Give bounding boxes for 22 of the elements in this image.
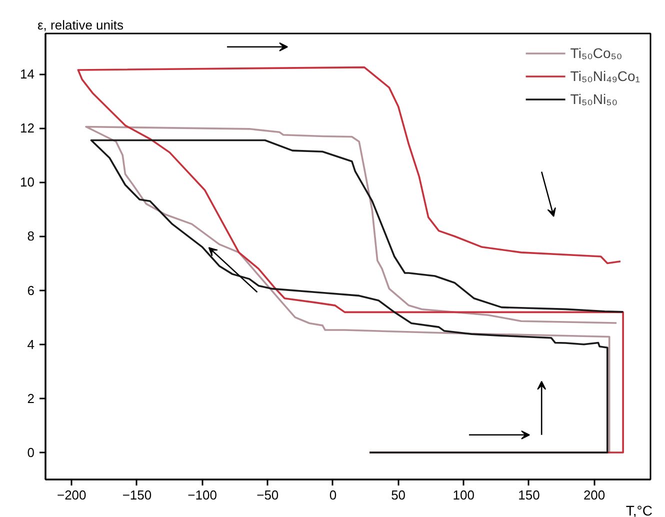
y-tick-label: 12 bbox=[20, 120, 35, 136]
y-tick-label: 10 bbox=[20, 174, 35, 190]
x-tick-label: −100 bbox=[188, 488, 217, 502]
x-tick-label: −150 bbox=[122, 488, 152, 502]
x-tick-label: 150 bbox=[518, 488, 540, 502]
x-tick-label: 0 bbox=[329, 488, 337, 502]
y-tick-label: 8 bbox=[27, 228, 35, 244]
x-tick-label: −200 bbox=[56, 488, 86, 502]
x-tick-label: −50 bbox=[256, 488, 279, 502]
y-axis-title: ε, relative units bbox=[38, 18, 124, 32]
y-tick-label: 6 bbox=[27, 282, 35, 298]
y-tick-label: 14 bbox=[20, 66, 35, 82]
legend-label: Ti₅₀Ni₅₀ bbox=[570, 91, 618, 107]
x-tick-label: 100 bbox=[452, 488, 474, 502]
legend-label: Ti₅₀Co₅₀ bbox=[570, 45, 622, 61]
x-tick-label: 200 bbox=[583, 488, 606, 502]
x-tick-label: 50 bbox=[391, 488, 406, 502]
y-tick-label: 0 bbox=[27, 444, 35, 460]
legend-label: Ti₅₀Ni₄₉Co₁ bbox=[570, 68, 640, 84]
x-axis-title: T,°C bbox=[626, 502, 653, 517]
y-tick-label: 4 bbox=[27, 336, 35, 352]
y-tick-label: 2 bbox=[27, 390, 35, 406]
